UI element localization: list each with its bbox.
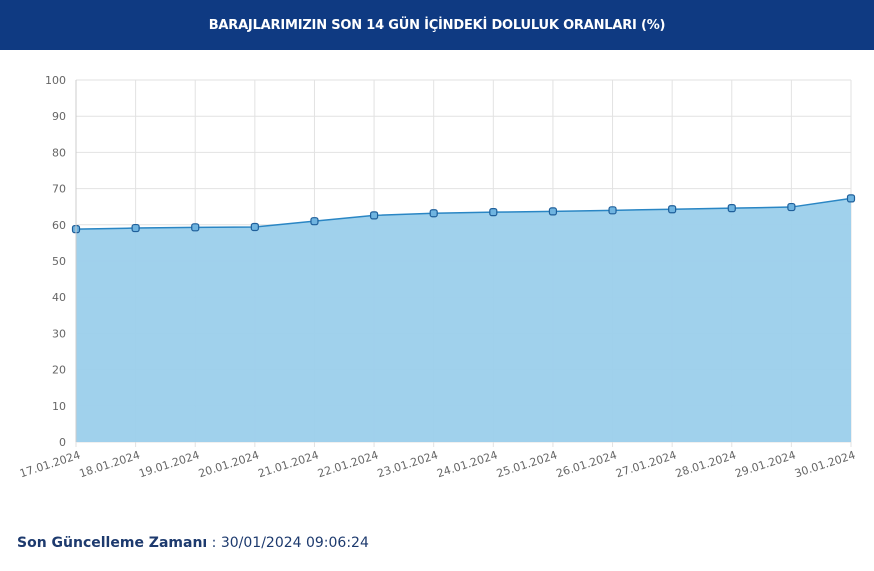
chart-header: BARAJLARIMIZIN SON 14 GÜN İÇİNDEKİ DOLUL…: [0, 0, 874, 50]
y-tick-label: 90: [52, 110, 66, 123]
data-point: [191, 223, 200, 232]
x-tick-label: 29.01.2024: [733, 448, 797, 480]
data-point: [310, 217, 319, 226]
y-tick-label: 0: [59, 436, 66, 449]
y-tick-label: 40: [52, 291, 66, 304]
area-fill: [76, 198, 851, 442]
x-tick-label: 24.01.2024: [435, 448, 499, 480]
x-tick-label: 17.01.2024: [18, 448, 82, 480]
y-tick-label: 20: [52, 364, 66, 377]
data-point: [548, 207, 558, 216]
last-update-label: Son Güncelleme Zamanı: [17, 535, 208, 551]
y-tick-label: 30: [52, 327, 66, 340]
data-point: [787, 202, 796, 212]
x-tick-label: 22.01.2024: [316, 448, 380, 480]
x-tick-label: 18.01.2024: [78, 448, 142, 480]
data-point: [250, 222, 259, 232]
y-tick-label: 50: [52, 255, 66, 268]
x-tick-label: 21.01.2024: [256, 448, 320, 480]
data-point: [608, 206, 617, 215]
data-point: [489, 208, 498, 217]
last-update-value: 30/01/2024 09:06:24: [220, 535, 369, 551]
x-tick-label: 20.01.2024: [197, 448, 261, 480]
data-point: [668, 205, 677, 214]
x-tick-label: 23.01.2024: [376, 448, 440, 480]
data-point: [369, 211, 379, 220]
data-point: [727, 204, 736, 213]
x-tick-label: 27.01.2024: [614, 448, 678, 480]
x-tick-label: 25.01.2024: [495, 448, 559, 480]
series-line: [75, 197, 852, 230]
data-point: [131, 223, 140, 233]
y-tick-label: 10: [52, 400, 66, 413]
y-tick-label: 60: [52, 219, 66, 232]
y-tick-label: 80: [52, 146, 66, 159]
x-tick-label: 30.01.2024: [793, 448, 857, 480]
data-point: [429, 209, 438, 218]
x-tick-label: 19.01.2024: [137, 448, 201, 480]
x-tick-label: 28.01.2024: [674, 448, 738, 480]
dam-occupancy-chart: 0 10 20 30 40 50 60 70 80 90 100 17.01.202418.01.20…: [18, 74, 857, 480]
last-update: Son Güncelleme Zamanı : 30/01/2024 09:06…: [17, 535, 369, 551]
chart-title: BARAJLARIMIZIN SON 14 GÜN İÇİNDEKİ DOLUL…: [208, 17, 666, 33]
y-tick-label: 100: [45, 74, 66, 87]
y-tick-label: 70: [52, 183, 66, 196]
separator: :: [207, 535, 221, 551]
x-tick-label: 26.01.2024: [555, 448, 619, 480]
data-point: [846, 194, 856, 203]
